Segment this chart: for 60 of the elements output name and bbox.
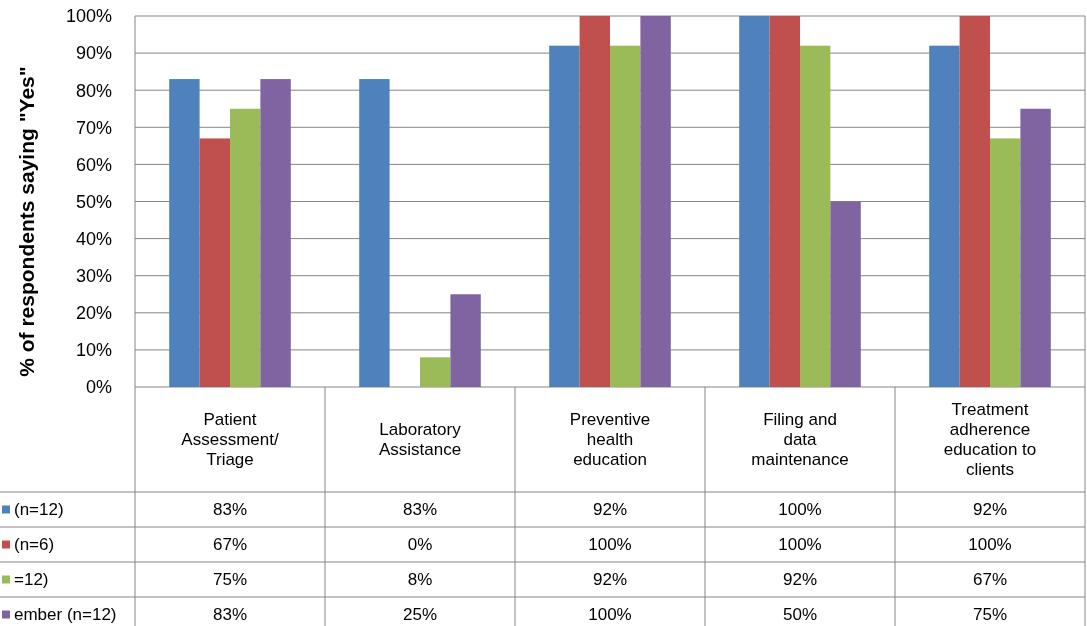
data-label: 92% (592, 500, 628, 520)
data-label: 100% (588, 605, 632, 625)
y-tick-label: 60% (75, 154, 112, 175)
bar (830, 201, 861, 387)
data-label: 92% (592, 570, 628, 590)
data-label: 100% (588, 535, 632, 555)
bar (549, 45, 580, 387)
data-label: 83% (212, 500, 248, 520)
y-tick-label: 70% (75, 117, 112, 138)
data-label: 25% (402, 605, 438, 625)
data-label: 100% (968, 535, 1012, 555)
data-label: 67% (972, 570, 1008, 590)
legend-label: =12) (14, 570, 49, 590)
legend-label: ember (n=12) (14, 605, 117, 625)
data-label: 75% (972, 605, 1008, 625)
legend-label: (n=6) (14, 535, 55, 555)
bar (230, 108, 261, 387)
y-tick-label: 40% (75, 228, 112, 249)
data-label: 92% (782, 570, 818, 590)
bar (450, 294, 481, 387)
bar (260, 79, 291, 387)
data-label: 75% (212, 570, 248, 590)
y-axis-title: % of respondents saying "Yes" (15, 66, 38, 377)
bar (959, 16, 990, 387)
bar (640, 16, 671, 387)
data-label: 100% (778, 535, 822, 555)
bar (169, 79, 200, 387)
data-label: 8% (407, 570, 433, 590)
bar (800, 45, 831, 387)
data-label: 50% (782, 605, 818, 625)
bar (579, 16, 610, 387)
y-tick-label: 30% (75, 266, 112, 286)
data-label: 92% (972, 500, 1008, 520)
bar (610, 45, 641, 387)
y-tick-label: 100% (65, 6, 112, 27)
y-tick-label: 90% (75, 43, 112, 64)
data-label: 83% (212, 605, 248, 625)
y-tick-label: 20% (75, 303, 112, 324)
bar (929, 45, 960, 387)
bar (1020, 108, 1051, 387)
bar (420, 357, 451, 387)
bar (769, 16, 800, 387)
y-tick-label: 50% (75, 191, 112, 212)
x-tick-label: Preventive health education (569, 410, 651, 470)
bar (739, 16, 770, 387)
y-tick-label: 80% (75, 80, 112, 101)
legend-label: (n=12) (14, 500, 64, 520)
x-tick-label: Treatment adherence education to clients (943, 400, 1037, 480)
data-label: 83% (402, 500, 438, 520)
data-label: 67% (212, 535, 248, 555)
bar (359, 79, 390, 387)
x-tick-label: Filing and data maintenance (751, 410, 849, 470)
x-tick-label: Patient Assessment/ Triage (181, 410, 279, 470)
bar (990, 138, 1021, 387)
x-tick-label: Laboratory Assistance (378, 420, 462, 460)
data-label: 100% (778, 500, 822, 520)
y-tick-label: 0% (85, 377, 112, 398)
y-tick-label: 10% (75, 340, 112, 361)
data-label: 0% (407, 535, 433, 555)
bar (199, 138, 230, 387)
